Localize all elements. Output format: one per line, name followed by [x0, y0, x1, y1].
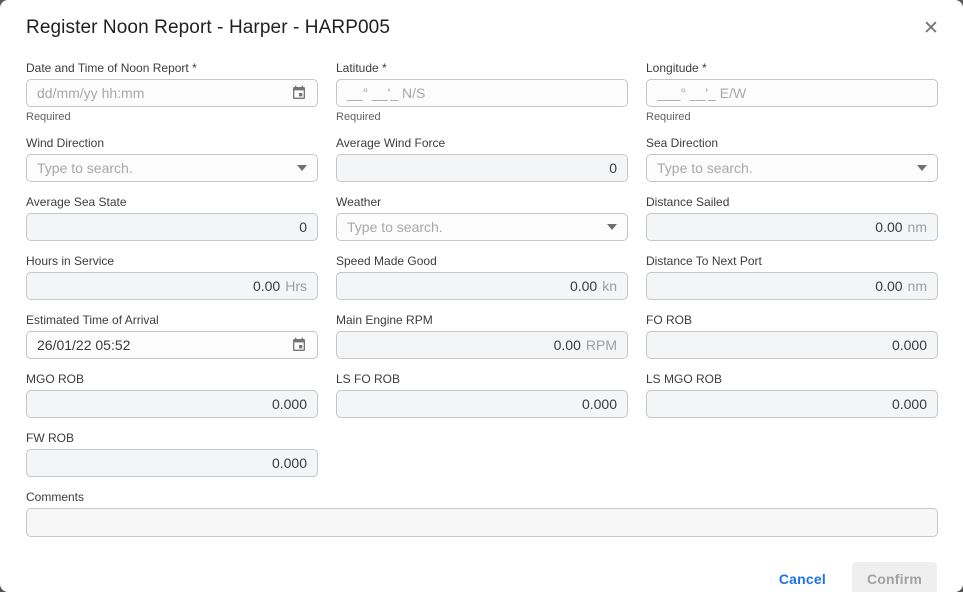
required-helper: Required: [336, 111, 381, 123]
field-wind-direction: Wind Direction Type to search.: [26, 136, 318, 182]
calendar-icon[interactable]: [291, 337, 307, 353]
fw-rob-input[interactable]: 0.000: [26, 449, 318, 477]
input-placeholder: Type to search.: [347, 219, 443, 235]
field-label: MGO ROB: [26, 372, 85, 386]
input-value: 0.000: [271, 396, 307, 412]
field-label: Wind Direction: [26, 136, 105, 150]
input-value: 0.000: [891, 396, 927, 412]
input-placeholder: Type to search.: [37, 160, 133, 176]
cancel-button[interactable]: Cancel: [778, 571, 826, 587]
field-speed-made-good: Speed Made Good 0.00 kn: [336, 254, 628, 300]
field-fo-rob: FO ROB 0.000: [646, 313, 938, 359]
ls-mgo-rob-input[interactable]: 0.000: [646, 390, 938, 418]
distance-sailed-input[interactable]: 0.00 nm: [646, 213, 938, 241]
unit-suffix: nm: [907, 219, 927, 235]
speed-made-good-input[interactable]: 0.00 kn: [336, 272, 628, 300]
comments-input[interactable]: [26, 508, 938, 537]
field-average-wind-force: Average Wind Force 0: [336, 136, 628, 182]
field-label: Sea Direction: [646, 136, 719, 150]
field-hours-in-service: Hours in Service 0.00 Hrs: [26, 254, 318, 300]
field-weather: Weather Type to search.: [336, 195, 628, 241]
average-sea-state-input[interactable]: 0: [26, 213, 318, 241]
distance-to-next-port-input[interactable]: 0.00 nm: [646, 272, 938, 300]
field-label: LS MGO ROB: [646, 372, 723, 386]
mgo-rob-input[interactable]: 0.000: [26, 390, 318, 418]
field-label: Weather: [336, 195, 382, 209]
field-average-sea-state: Average Sea State 0: [26, 195, 318, 241]
fo-rob-input[interactable]: 0.000: [646, 331, 938, 359]
field-label: Distance Sailed: [646, 195, 730, 209]
input-value: 0.00: [875, 219, 903, 235]
field-label: Date and Time of Noon Report *: [26, 61, 197, 75]
input-value: 0.00: [553, 337, 581, 353]
field-estimated-time-of-arrival: Estimated Time of Arrival 26/01/22 05:52: [26, 313, 318, 359]
field-label: Comments: [26, 490, 85, 504]
field-latitude: Latitude * __° __'_ N/S Required: [336, 61, 628, 123]
close-icon[interactable]: ✕: [919, 17, 943, 41]
input-value: 0.00: [875, 278, 903, 294]
field-distance-sailed: Distance Sailed 0.00 nm: [646, 195, 938, 241]
input-placeholder: ___° __'_ E/W: [657, 85, 747, 101]
field-noon-report-datetime: Date and Time of Noon Report * dd/mm/yy …: [26, 61, 318, 123]
estimated-time-of-arrival-input[interactable]: 26/01/22 05:52: [26, 331, 318, 359]
field-label: Distance To Next Port: [646, 254, 762, 268]
form-grid: Date and Time of Noon Report * dd/mm/yy …: [26, 61, 938, 477]
field-label: FO ROB: [646, 313, 693, 327]
chevron-down-icon[interactable]: [607, 224, 617, 230]
field-ls-fo-rob: LS FO ROB 0.000: [336, 372, 628, 418]
required-helper: Required: [646, 111, 691, 123]
weather-select[interactable]: Type to search.: [336, 213, 628, 241]
confirm-button[interactable]: Confirm: [851, 562, 937, 592]
input-value: 0.00: [252, 278, 281, 294]
dialog-actions: Cancel Confirm: [26, 562, 938, 592]
field-sea-direction: Sea Direction Type to search.: [646, 136, 938, 182]
field-fw-rob: FW ROB 0.000: [26, 431, 318, 477]
wind-direction-select[interactable]: Type to search.: [26, 154, 318, 182]
input-value: 0.000: [891, 337, 927, 353]
sea-direction-select[interactable]: Type to search.: [646, 154, 938, 182]
field-ls-mgo-rob: LS MGO ROB 0.000: [646, 372, 938, 418]
input-placeholder: Type to search.: [657, 160, 753, 176]
chevron-down-icon[interactable]: [917, 165, 927, 171]
calendar-icon[interactable]: [291, 85, 307, 101]
field-label: Hours in Service: [26, 254, 115, 268]
input-value: 26/01/22 05:52: [37, 337, 131, 353]
longitude-input[interactable]: ___° __'_ E/W: [646, 79, 938, 107]
field-label: Average Sea State: [26, 195, 127, 209]
input-value: 0.000: [581, 396, 617, 412]
field-label: Average Wind Force: [336, 136, 446, 150]
input-value: 0.00: [569, 278, 598, 294]
field-main-engine-rpm: Main Engine RPM 0.00 RPM: [336, 313, 628, 359]
noon-report-datetime-input[interactable]: dd/mm/yy hh:mm: [26, 79, 318, 107]
field-label: Longitude *: [646, 61, 707, 75]
input-placeholder: dd/mm/yy hh:mm: [37, 85, 145, 101]
dialog-title: Register Noon Report - Harper - HARP005: [26, 17, 390, 38]
field-label: LS FO ROB: [336, 372, 401, 386]
unit-suffix: nm: [907, 278, 927, 294]
field-label: Latitude *: [336, 61, 387, 75]
field-comments: Comments: [26, 490, 938, 537]
latitude-input[interactable]: __° __'_ N/S: [336, 79, 628, 107]
average-wind-force-input[interactable]: 0: [336, 154, 628, 182]
field-longitude: Longitude * ___° __'_ E/W Required: [646, 61, 938, 123]
field-mgo-rob: MGO ROB 0.000: [26, 372, 318, 418]
input-value: 0: [299, 219, 307, 235]
main-engine-rpm-input[interactable]: 0.00 RPM: [336, 331, 628, 359]
field-label: Speed Made Good: [336, 254, 437, 268]
hours-in-service-input[interactable]: 0.00 Hrs: [26, 272, 318, 300]
field-label: Estimated Time of Arrival: [26, 313, 159, 327]
unit-suffix: Hrs: [285, 278, 307, 294]
required-helper: Required: [26, 111, 71, 123]
field-label: Main Engine RPM: [336, 313, 433, 327]
field-distance-to-next-port: Distance To Next Port 0.00 nm: [646, 254, 938, 300]
chevron-down-icon[interactable]: [297, 165, 307, 171]
unit-suffix: kn: [602, 278, 617, 294]
unit-suffix: RPM: [585, 337, 617, 353]
ls-fo-rob-input[interactable]: 0.000: [336, 390, 628, 418]
field-label: FW ROB: [26, 431, 74, 445]
input-value: 0.000: [271, 455, 307, 471]
input-value: 0: [609, 160, 617, 176]
input-placeholder: __° __'_ N/S: [347, 85, 426, 101]
